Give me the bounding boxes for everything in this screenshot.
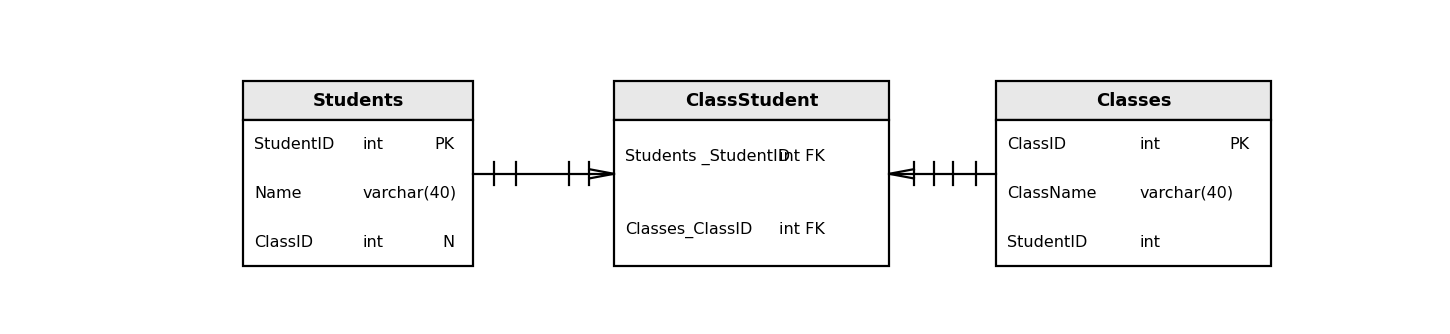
Bar	[613, 120, 889, 267]
Text: StudentID: StudentID	[254, 137, 335, 152]
Text: Students _StudentID: Students _StudentID	[625, 149, 790, 165]
Text: ClassID: ClassID	[254, 234, 313, 249]
Text: int FK: int FK	[779, 222, 825, 237]
Bar	[244, 81, 473, 120]
Bar	[244, 120, 473, 267]
Text: N: N	[442, 234, 455, 249]
Text: int: int	[362, 137, 384, 152]
Text: int: int	[362, 234, 384, 249]
Text: int FK: int FK	[779, 149, 825, 164]
Text: ClassID: ClassID	[1008, 137, 1066, 152]
Text: ClassName: ClassName	[1008, 186, 1096, 201]
Text: PK: PK	[1230, 137, 1250, 152]
Text: PK: PK	[435, 137, 455, 152]
Bar	[996, 81, 1272, 120]
Text: int: int	[1140, 137, 1160, 152]
Text: int: int	[1140, 234, 1160, 249]
Text: Name: Name	[254, 186, 302, 201]
Bar	[996, 120, 1272, 267]
Text: Classes_ClassID: Classes_ClassID	[625, 222, 753, 238]
Text: Students: Students	[313, 92, 405, 110]
Text: StudentID: StudentID	[1008, 234, 1088, 249]
Text: varchar(40): varchar(40)	[362, 186, 457, 201]
Text: Classes: Classes	[1096, 92, 1172, 110]
Text: ClassStudent: ClassStudent	[684, 92, 818, 110]
Bar	[613, 81, 889, 120]
Text: varchar(40): varchar(40)	[1140, 186, 1234, 201]
